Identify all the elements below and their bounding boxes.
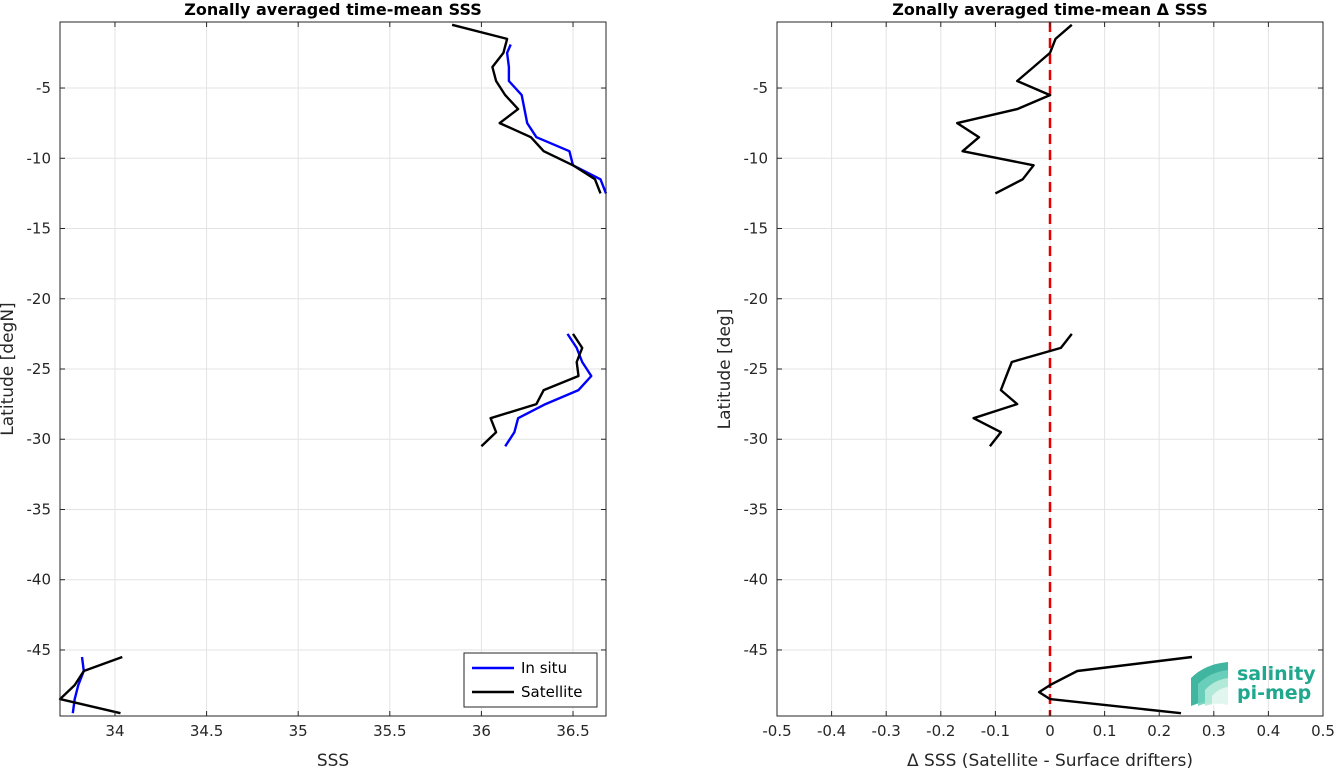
x-tick-label: 0.4 [1256, 722, 1280, 740]
y-tick-label: -30 [744, 430, 769, 448]
y-tick-label: -45 [27, 641, 52, 659]
x-tick-label: -0.1 [981, 722, 1010, 740]
y-tick-label: -35 [27, 500, 52, 518]
y-axis-label: Latitude [degN] [0, 302, 18, 435]
x-tick-label: 34 [105, 722, 124, 740]
x-tick-label: 36 [472, 722, 491, 740]
x-tick-label: 0.2 [1147, 722, 1171, 740]
x-tick-label: 0 [1045, 722, 1055, 740]
y-tick-label: -15 [27, 220, 52, 238]
x-tick-label: 0.3 [1202, 722, 1226, 740]
x-tick-label: 35.5 [373, 722, 406, 740]
x-tick-label: 35 [289, 722, 308, 740]
series-line-delta [956, 23, 1073, 195]
series-line-in-situ [504, 333, 593, 447]
y-tick-label: -35 [744, 500, 769, 518]
y-tick-label: -10 [744, 149, 769, 167]
y-tick-label: -5 [36, 79, 51, 97]
legend-box [463, 652, 598, 708]
logo-wave-icon [1191, 662, 1228, 706]
y-tick-label: -40 [27, 571, 52, 589]
series-line-satellite [58, 655, 123, 715]
series-line-delta [972, 333, 1073, 448]
logo-text-line2: pi-mep [1237, 682, 1311, 704]
y-tick-label: -30 [27, 430, 52, 448]
series-line-satellite [480, 333, 584, 448]
x-axis-label: Δ SSS (Satellite - Surface drifters) [907, 751, 1193, 769]
salinity-pi-mep-logo: salinity pi-mep [1191, 662, 1316, 706]
series-line-delta [1037, 655, 1193, 715]
x-tick-label: -0.5 [762, 722, 791, 740]
y-axis-label: Latitude [deg] [715, 309, 735, 430]
x-tick-label: 0.5 [1311, 722, 1335, 740]
x-tick-label: -0.3 [872, 722, 901, 740]
left-panel-sss: 34 34.5 35 35.5 36 36.5 -5 -10 -15 -20 -25 -30 -35 -4… [0, 0, 608, 769]
y-tick-label: -5 [753, 79, 768, 97]
chart-title: Zonally averaged time-mean SSS [184, 0, 482, 19]
y-tick-label: -45 [744, 641, 769, 659]
x-axis-label: SSS [317, 751, 349, 769]
chart-title: Zonally averaged time-mean Δ SSS [892, 0, 1208, 19]
right-panel-delta-sss: -0.5 -0.4 -0.3 -0.2 -0.1 0 0.1 0.2 0.3 0.4 0.5 -5 -1… [715, 0, 1335, 769]
series-line-in-situ [71, 656, 85, 714]
legend-label: Satellite [521, 683, 582, 701]
logo-text-line1: salinity [1237, 663, 1316, 685]
x-tick-label: -0.4 [817, 722, 846, 740]
x-tick-label: -0.2 [926, 722, 955, 740]
y-tick-label: -10 [27, 149, 52, 167]
y-tick-label: -20 [744, 290, 769, 308]
y-tick-label: -40 [744, 571, 769, 589]
y-tick-label: -25 [744, 360, 769, 378]
x-tick-label: 0.1 [1093, 722, 1117, 740]
legend-label: In situ [521, 659, 567, 677]
y-tick-label: -15 [744, 220, 769, 238]
y-tick-label: -20 [27, 290, 52, 308]
y-tick-label: -25 [27, 360, 52, 378]
series-line-satellite [451, 23, 602, 194]
legend: In situ Satellite [463, 652, 598, 708]
x-tick-label: 36.5 [556, 722, 589, 740]
x-tick-label: 34.5 [190, 722, 223, 740]
